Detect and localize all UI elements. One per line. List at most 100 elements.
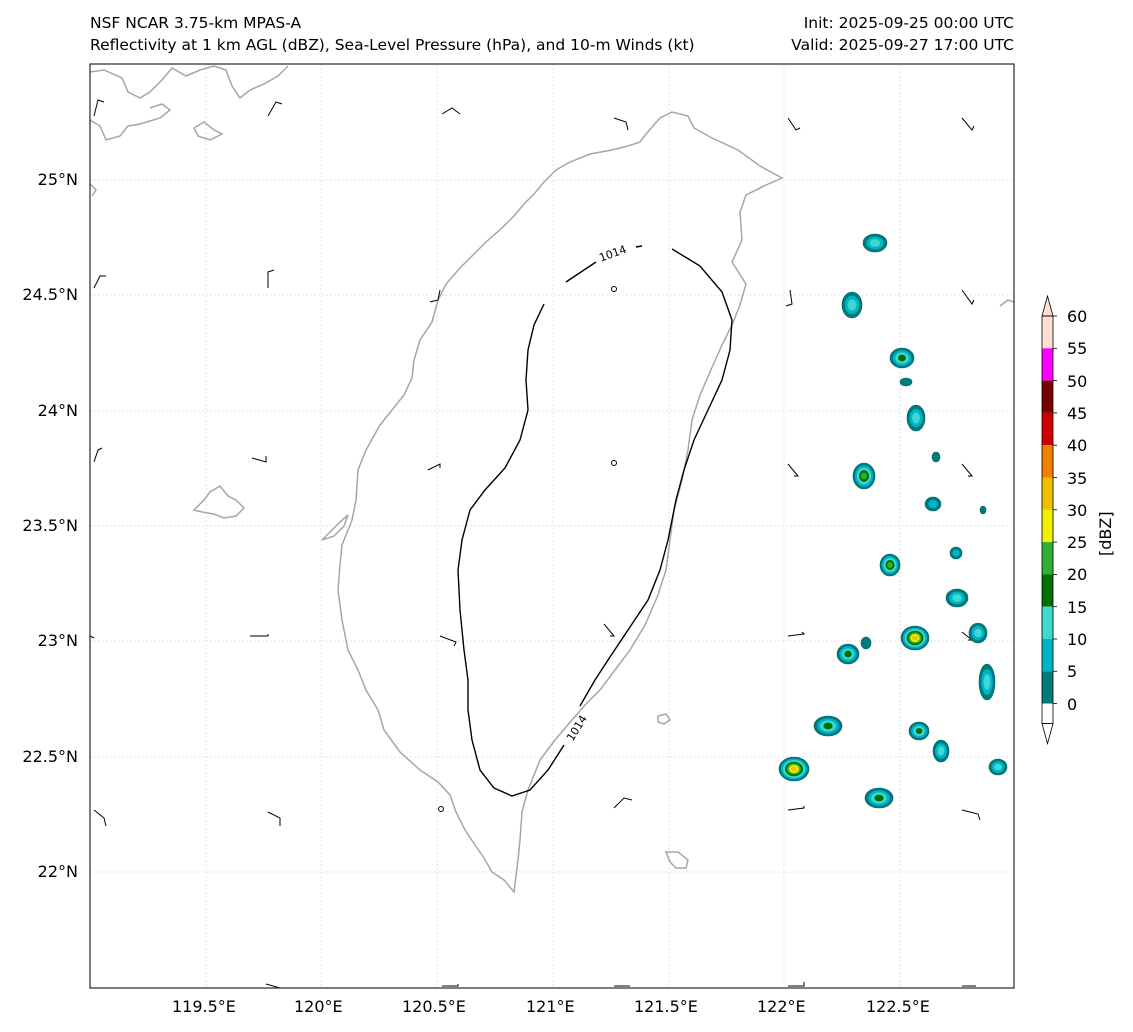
colorbar-segment (1042, 542, 1053, 575)
lat-tick-label: 23°N (37, 631, 78, 650)
colorbar-tick-label: 45 (1067, 403, 1088, 423)
colorbar-segment (1042, 606, 1053, 639)
wind-barb (250, 634, 269, 637)
reflectivity-contour (912, 635, 918, 641)
colorbar-tick-label: 50 (1067, 371, 1088, 391)
reflectivity-contour (979, 505, 987, 515)
wind-barb (267, 101, 283, 117)
wind-barb (788, 982, 805, 987)
reflectivity-contour (983, 674, 991, 690)
init-time: Init: 2025-09-25 00:00 UTC (803, 14, 1014, 32)
field-title: Reflectivity at 1 km AGL (dBZ), Sea-Leve… (90, 36, 695, 54)
wind-barb (267, 811, 281, 826)
lon-tick-label: 122.5°E (866, 997, 930, 1016)
gridlines (90, 64, 1014, 988)
lat-tick-label: 24.5°N (22, 285, 78, 304)
wind-barb (93, 809, 107, 827)
isobar-small-circle-north (611, 286, 617, 292)
lat-tick-label: 22.5°N (22, 747, 78, 766)
wind-barb (442, 984, 459, 987)
wind-barb (90, 635, 95, 639)
reflectivity-contour (791, 766, 797, 772)
lon-tick-label: 119.5°E (172, 997, 236, 1016)
colorbar-segment (1042, 509, 1053, 543)
coastline-orchid-island (664, 851, 689, 869)
reflectivity-contour (899, 377, 913, 387)
colorbar-segment (1042, 639, 1053, 672)
colorbar-title: [dBZ] (1096, 511, 1115, 556)
coastline-green-island (657, 713, 672, 725)
coastline-east-edge (999, 299, 1014, 307)
colorbar-tick-label: 20 (1067, 565, 1088, 585)
lon-tick-label: 122°E (757, 997, 806, 1016)
wind-barb (961, 117, 975, 131)
colorbar-tick-label: 35 (1067, 468, 1088, 488)
colorbar-segment (1042, 477, 1053, 510)
wind-barb (429, 289, 441, 303)
wind-barb (93, 447, 103, 463)
colorbar-tick-label: 5 (1067, 662, 1078, 682)
colorbar-segment (1042, 671, 1053, 704)
colorbar (1041, 294, 1057, 746)
coastline-china (90, 65, 289, 197)
lon-tick-label: 121.5°E (634, 997, 698, 1016)
reflectivity-contour (844, 650, 852, 658)
wind-barb (961, 809, 981, 821)
colorbar-segment (1042, 412, 1053, 446)
wind-barb (787, 463, 800, 477)
reflectivity-contour (861, 472, 867, 480)
wind-barb (961, 289, 975, 305)
lat-tick-label: 23.5°N (22, 516, 78, 535)
wind-barb (251, 456, 267, 463)
wind-barb (93, 99, 105, 117)
reflectivity-contour (898, 354, 906, 362)
colorbar-tick-label: 55 (1067, 339, 1088, 359)
reflectivity-contour (952, 594, 962, 602)
wind-barb (787, 631, 806, 637)
model-title: NSF NCAR 3.75-km MPAS-A (90, 14, 302, 32)
colorbar-segment (1042, 445, 1053, 478)
reflectivity-contour (931, 451, 941, 463)
isobar-small-circle-central (611, 460, 617, 466)
reflectivity-contour (994, 763, 1002, 771)
wind-barb (427, 463, 441, 471)
isobar-small-circle-south (438, 806, 444, 812)
lat-tick-label: 25°N (37, 170, 78, 189)
colorbar-tick-label: 60 (1067, 307, 1088, 326)
map-frame (89, 63, 1015, 989)
lat-tick-label: 24°N (37, 401, 78, 420)
wind-barb (787, 806, 805, 811)
reflectivity-contour (974, 628, 982, 638)
colorbar-extend-min (1041, 723, 1054, 746)
lon-tick-label: 120°E (294, 997, 343, 1016)
colorbar-segment (1042, 316, 1053, 349)
wind-barb (267, 269, 275, 288)
reflectivity-contour (869, 239, 881, 247)
wind-barbs (90, 99, 981, 988)
reflectivity-contour (915, 728, 923, 734)
wind-barb (265, 983, 281, 988)
colorbar-segment (1042, 703, 1053, 724)
colorbar-tick-label: 15 (1067, 597, 1088, 617)
isobar-1014 (457, 245, 733, 797)
colorbar-tick-label: 30 (1067, 500, 1088, 520)
reflectivity-contour (952, 549, 960, 557)
wind-barb (603, 623, 616, 637)
reflectivity-contour (937, 746, 945, 756)
coastline-penghu (192, 485, 246, 519)
wind-barb (961, 463, 974, 477)
coastline-penghu-east (321, 514, 349, 541)
wind-barb (93, 275, 106, 289)
colorbar-segment (1042, 574, 1053, 607)
reflectivity-contour (887, 562, 893, 568)
reflectivity-contour (912, 412, 920, 424)
coastline-taiwan (337, 111, 784, 894)
wind-barb (787, 117, 801, 131)
colorbar-tick-label: 40 (1067, 436, 1088, 456)
colorbar-extend-max (1041, 294, 1054, 317)
reflectivity-contour (860, 636, 872, 650)
wind-barb (785, 289, 793, 307)
wind-barb (441, 107, 461, 115)
colorbar-segment (1042, 380, 1053, 413)
